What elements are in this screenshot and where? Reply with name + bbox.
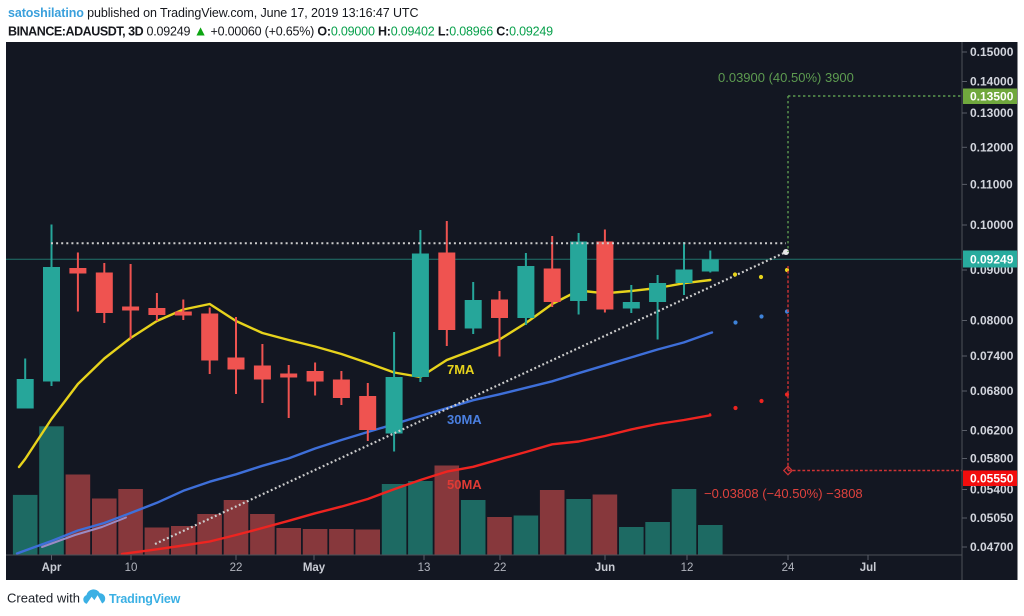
- svg-text:Apr: Apr: [42, 562, 62, 574]
- svg-text:0.09249: 0.09249: [970, 252, 1014, 266]
- svg-text:May: May: [303, 562, 326, 574]
- svg-text:0.14000: 0.14000: [970, 75, 1014, 89]
- svg-text:22: 22: [494, 562, 507, 574]
- svg-text:0.04700: 0.04700: [970, 540, 1014, 554]
- svg-text:22: 22: [230, 562, 243, 574]
- svg-text:0.05400: 0.05400: [970, 483, 1014, 497]
- svg-text:0.05550: 0.05550: [970, 472, 1014, 486]
- svg-text:0.06800: 0.06800: [970, 384, 1014, 398]
- svg-text:0.13000: 0.13000: [970, 106, 1014, 120]
- svg-text:0.12000: 0.12000: [970, 141, 1014, 155]
- svg-text:0.06200: 0.06200: [970, 424, 1014, 438]
- svg-text:0.03900 (40.50%) 3900: 0.03900 (40.50%) 3900: [718, 70, 854, 85]
- svg-text:0.05800: 0.05800: [970, 452, 1014, 466]
- svg-text:12: 12: [681, 562, 694, 574]
- svg-text:BINANCE:ADAUSDT, 3D 0.09249 ▲: BINANCE:ADAUSDT, 3D 0.09249 ▲ +0.00060 (…: [8, 23, 553, 39]
- svg-text:0.11000: 0.11000: [970, 178, 1013, 192]
- svg-text:50MA: 50MA: [447, 477, 482, 492]
- svg-text:0.13500: 0.13500: [970, 90, 1014, 104]
- svg-text:satoshilatino published on Tra: satoshilatino published on TradingView.c…: [8, 6, 418, 20]
- svg-text:0.10000: 0.10000: [970, 218, 1014, 232]
- svg-text:TradingView: TradingView: [109, 592, 181, 606]
- svg-text:30MA: 30MA: [447, 412, 482, 427]
- svg-text:13: 13: [418, 562, 431, 574]
- svg-text:Jun: Jun: [595, 562, 615, 574]
- svg-text:Jul: Jul: [860, 562, 877, 574]
- svg-text:−0.03808 (−40.50%) −3808: −0.03808 (−40.50%) −3808: [704, 486, 863, 501]
- svg-text:24: 24: [782, 562, 795, 574]
- svg-text:Created with: Created with: [7, 591, 80, 606]
- svg-text:0.07400: 0.07400: [970, 349, 1014, 363]
- svg-text:10: 10: [125, 562, 138, 574]
- svg-text:7MA: 7MA: [447, 362, 475, 377]
- svg-text:0.15000: 0.15000: [970, 45, 1014, 59]
- svg-text:0.08000: 0.08000: [970, 314, 1014, 328]
- svg-text:0.05050: 0.05050: [970, 511, 1014, 525]
